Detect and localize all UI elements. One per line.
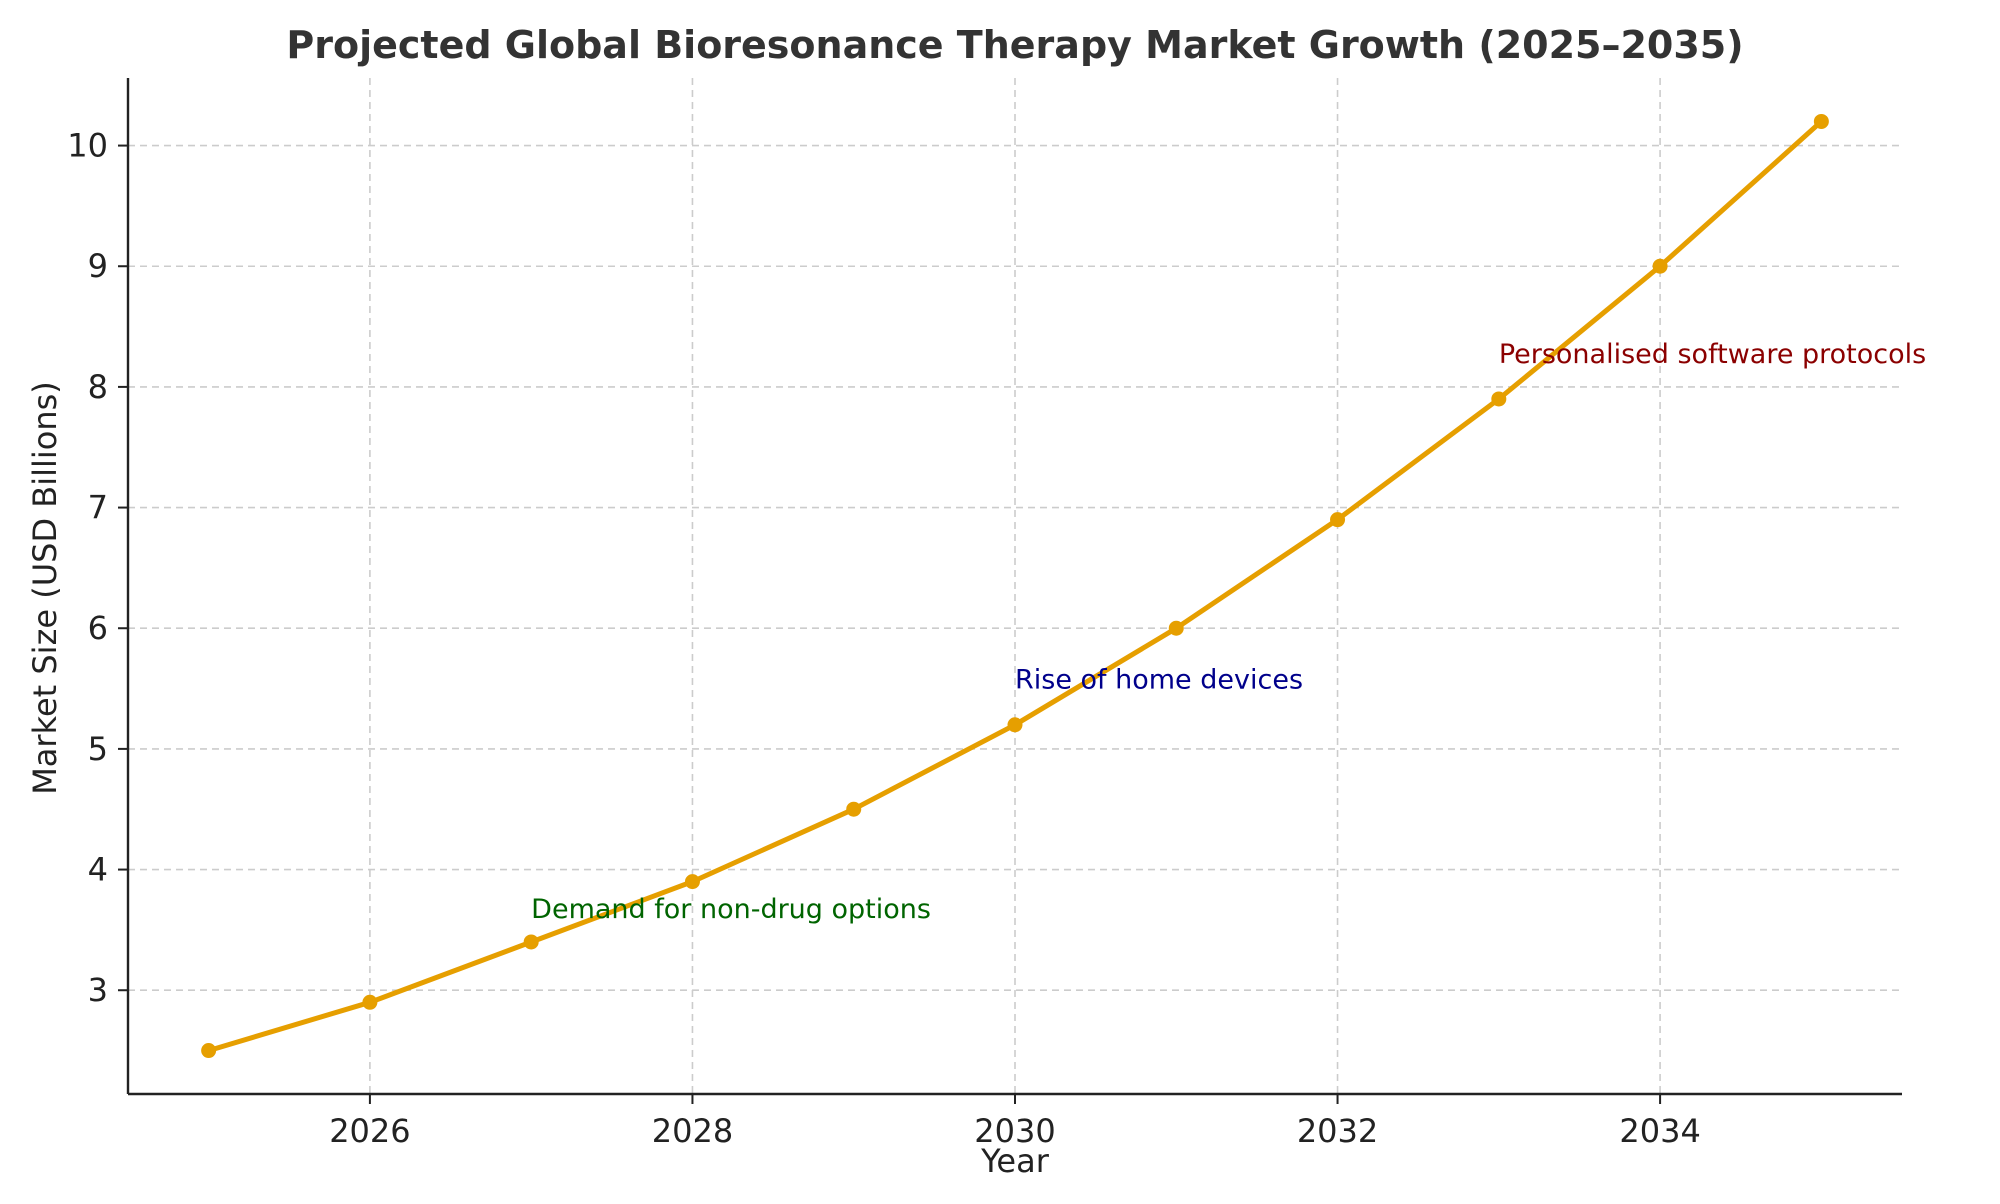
grid [128,78,1902,1094]
y-tick-label: 8 [88,368,108,406]
data-point-2033 [1491,391,1507,407]
ticks: 2026 2028 2030 2032 2034 3 4 5 6 7 8 9 10 [67,127,1701,1150]
chart-title: Projected Global Bioresonance Therapy Ma… [286,23,1743,67]
y-tick-label: 5 [88,730,108,768]
annotation-2: Rise of home devices [1015,665,1303,696]
annotations: Demand for non-drug options Rise of home … [531,339,1926,925]
data-point-2029 [846,801,862,817]
data-point-2025 [201,1043,217,1059]
data-point-2026 [362,994,378,1010]
y-tick-label: 10 [67,127,108,165]
y-tick-label: 6 [88,609,108,647]
x-tick-label: 2032 [1297,1112,1378,1150]
data-point-2034 [1652,258,1668,274]
data-point-2035 [1813,113,1829,129]
data-point-2032 [1330,512,1346,528]
series [201,113,1829,1059]
x-tick-label: 2028 [652,1112,733,1150]
y-axis-label: Market Size (USD Billions) [26,381,64,795]
x-axis-label: Year [980,1142,1050,1180]
data-point-2028 [684,874,700,890]
x-tick-label: 2034 [1619,1112,1700,1150]
data-point-2027 [523,934,539,950]
annotation-3: Personalised software protocols [1499,339,1926,370]
y-tick-label: 9 [88,247,108,285]
y-tick-label: 7 [88,489,108,527]
x-tick-label: 2026 [329,1112,410,1150]
data-point-2031 [1168,620,1184,636]
y-tick-label: 3 [88,971,108,1009]
data-point-2030 [1007,717,1023,733]
y-tick-label: 4 [88,851,108,889]
annotation-1: Demand for non-drug options [531,894,931,925]
x-tick-label: 2030 [974,1112,1055,1150]
